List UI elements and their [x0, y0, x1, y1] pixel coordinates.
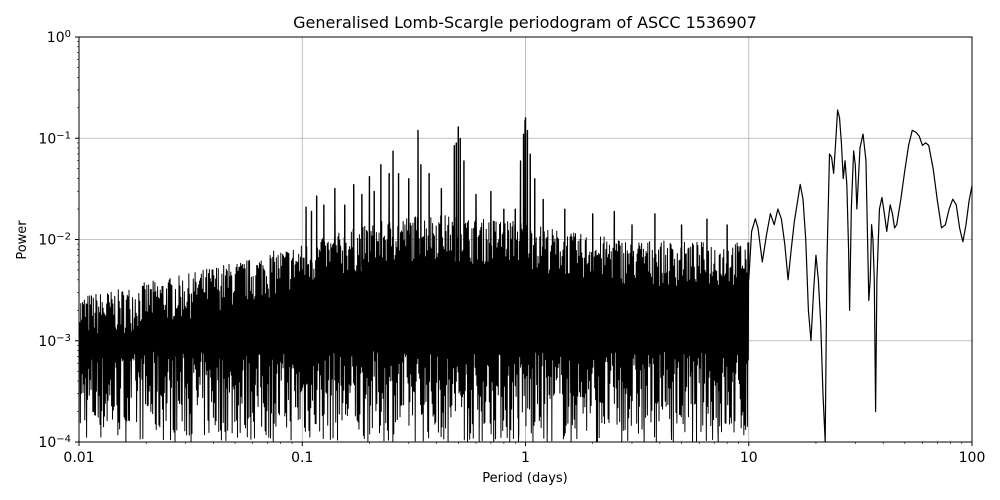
y-tick-label: 10−1: [38, 130, 71, 148]
periodogram-long-period-curve: [748, 109, 973, 443]
chart-title: Generalised Lomb-Scargle periodogram of …: [293, 13, 757, 32]
y-axis-label: Power: [15, 220, 30, 260]
y-tick-label: 10−3: [38, 332, 71, 350]
x-tick-label: 10: [740, 450, 758, 466]
x-tick-label: 0.01: [63, 450, 94, 466]
periodogram-noise-band: [78, 117, 750, 443]
x-tick-label: 100: [959, 450, 986, 466]
axis-ticks: 0.01 0.1 1 10 100 10−4 10−3 10−2 10−1 100: [38, 29, 985, 467]
y-tick-label: 100: [47, 29, 71, 47]
y-tick-label: 10−4: [38, 434, 71, 452]
y-tick-label: 10−2: [38, 231, 71, 249]
x-tick-label: 1: [521, 450, 530, 466]
x-axis-label: Period (days): [482, 471, 568, 486]
x-tick-label: 0.1: [291, 450, 313, 466]
periodogram-series: [78, 109, 973, 443]
